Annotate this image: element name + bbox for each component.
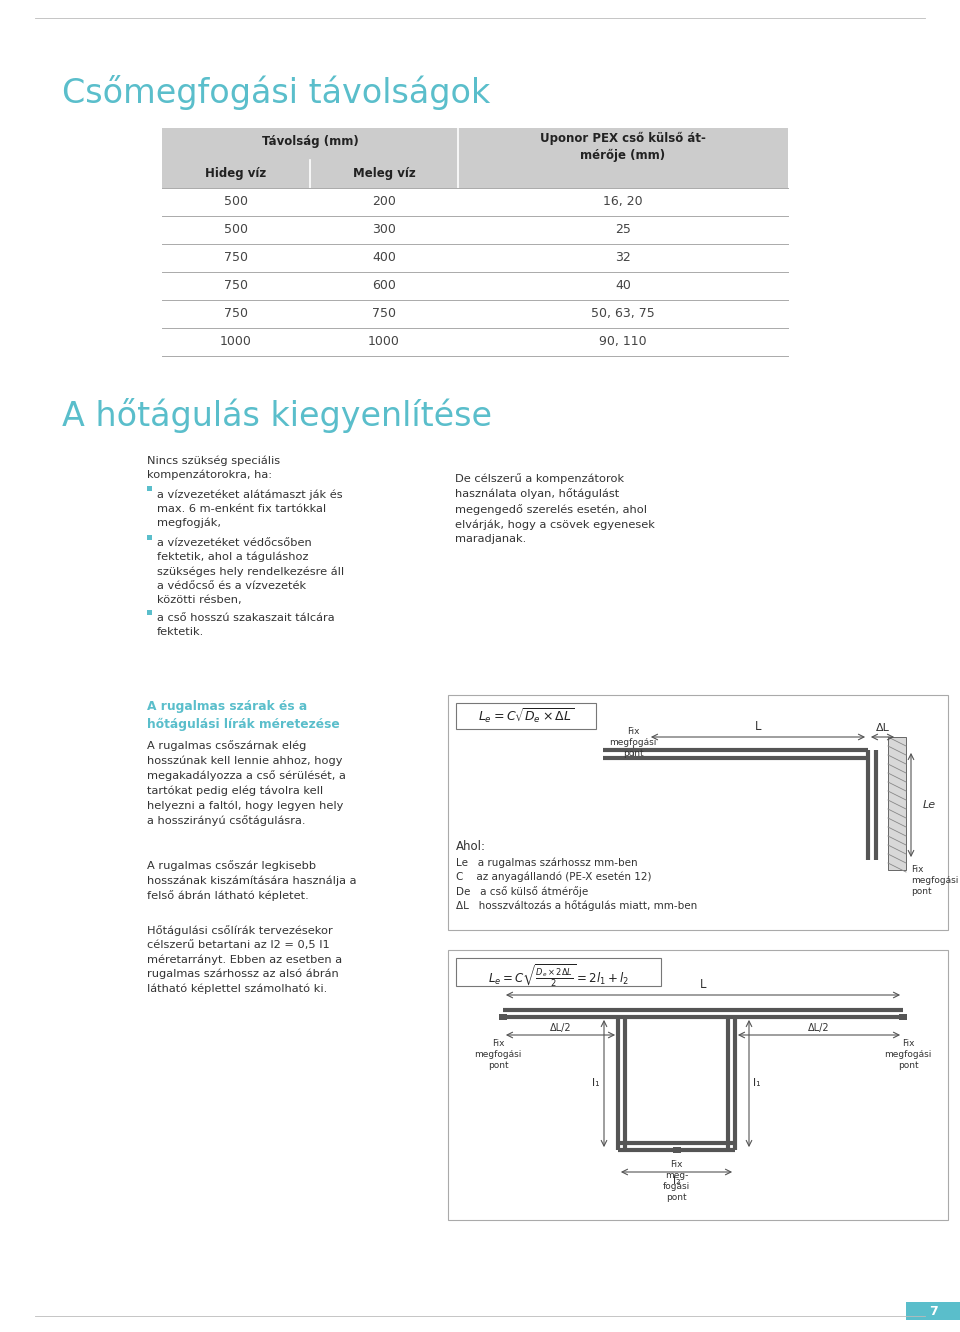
Text: De célszerű a kompenzátorok
használata olyan, hőtágulást
megengedő szerelés eset: De célszerű a kompenzátorok használata o… [455,473,655,543]
Bar [673,1147,681,1154]
Bar [888,737,906,870]
Text: 200: 200 [372,194,396,208]
Text: Fix
megfogási
pont: Fix megfogási pont [911,864,958,896]
Text: 750: 750 [224,278,248,292]
Text: ΔL/2: ΔL/2 [808,1023,829,1034]
Bar [147,610,152,615]
Text: 600: 600 [372,278,396,292]
Text: L: L [700,978,707,991]
Text: Csőmegfogási távolságok: Csőmegfogási távolságok [62,75,491,111]
Text: a cső hosszú szakaszait tálcára
fektetik.: a cső hosszú szakaszait tálcára fektetik… [157,613,335,637]
Text: 400: 400 [372,250,396,264]
Text: ΔL: ΔL [876,723,889,733]
Text: Le   a rugalmas szárhossz mm-ben: Le a rugalmas szárhossz mm-ben [456,858,637,868]
Text: 1000: 1000 [368,336,400,348]
Text: 1000: 1000 [220,336,252,348]
Text: Le: Le [923,801,936,810]
Text: 7: 7 [928,1305,937,1317]
Text: A rugalmas csőszár legkisebb
hosszának kiszámítására használja a
felső ábrán lát: A rugalmas csőszár legkisebb hosszának k… [147,860,356,902]
Text: Hideg víz: Hideg víz [205,166,267,180]
Bar [448,695,948,930]
Text: 300: 300 [372,222,396,236]
Text: ΔL/2: ΔL/2 [550,1023,571,1034]
Text: 750: 750 [372,306,396,320]
Bar [147,534,152,539]
Text: $L_e = C\sqrt{D_e \times \Delta L}$: $L_e = C\sqrt{D_e \times \Delta L}$ [478,707,574,726]
Text: 25: 25 [615,222,631,236]
Text: l₂: l₂ [673,1176,681,1185]
Bar [906,1301,960,1320]
Bar [456,703,596,729]
Text: a vízvezetéket védőcsőben
fektetik, ahol a táguláshoz
szükséges hely rendelkezés: a vízvezetéket védőcsőben fektetik, ahol… [157,538,344,605]
Text: Meleg víz: Meleg víz [352,166,416,180]
Bar [147,486,152,492]
Bar [162,160,788,188]
Text: Nincs szükség speciális
kompenzátorokra, ha:: Nincs szükség speciális kompenzátorokra,… [147,456,280,481]
Text: L: L [755,721,761,733]
Text: Fix
megfogási
pont: Fix megfogási pont [884,1039,932,1070]
Text: Uponor PEX cső külső át-
mérője (mm): Uponor PEX cső külső át- mérője (mm) [540,132,706,163]
Text: ΔL   hosszváltozás a hőtágulás miatt, mm-ben: ΔL hosszváltozás a hőtágulás miatt, mm-b… [456,900,697,911]
Bar [456,958,661,986]
Text: De   a cső külső átmérője: De a cső külső átmérője [456,886,588,896]
Text: Fix
megfogási
pont: Fix megfogási pont [610,727,657,758]
Text: l₁: l₁ [592,1079,600,1088]
Text: l₁: l₁ [753,1079,760,1088]
Text: $L_e = C\sqrt{\frac{D_e \times 2\Delta L}{2}} = 2l_1 + l_2$: $L_e = C\sqrt{\frac{D_e \times 2\Delta L… [488,963,629,990]
Text: Ahol:: Ahol: [456,840,486,852]
Text: 750: 750 [224,306,248,320]
Text: A rugalmas csőszárnak elég
hosszúnak kell lennie ahhoz, hogy
megakadályozza a cs: A rugalmas csőszárnak elég hosszúnak kel… [147,741,346,826]
Bar [162,128,788,160]
Bar [899,1014,907,1020]
Bar [499,1014,507,1020]
Text: A hőtágulás kiegyenlítése: A hőtágulás kiegyenlítése [62,398,492,433]
Text: Távolság (mm): Távolság (mm) [262,135,358,148]
Text: 50, 63, 75: 50, 63, 75 [591,306,655,320]
Text: 40: 40 [615,278,631,292]
Text: 90, 110: 90, 110 [599,336,647,348]
Text: 500: 500 [224,222,248,236]
Bar [448,950,948,1220]
Text: C    az anyagállandó (PE-X esetén 12): C az anyagállandó (PE-X esetén 12) [456,872,652,883]
Text: 16, 20: 16, 20 [603,194,643,208]
Text: Hőtágulási csőlírák tervezésekor
célszerű betartani az l2 = 0,5 l1
méretarrányt.: Hőtágulási csőlírák tervezésekor célszer… [147,924,342,994]
Text: Fix
megfogási
pont: Fix megfogási pont [474,1039,521,1070]
Text: 32: 32 [615,250,631,264]
Text: 750: 750 [224,250,248,264]
Text: Fix
meg-
fogási
pont: Fix meg- fogási pont [662,1160,690,1203]
Text: 500: 500 [224,194,248,208]
Text: A rugalmas szárak és a
hőtágulási lírák méretezése: A rugalmas szárak és a hőtágulási lírák … [147,701,340,731]
Text: a vízvezetéket alátámaszt ják és
max. 6 m-enként fix tartókkal
megfogják,: a vízvezetéket alátámaszt ják és max. 6 … [157,489,343,529]
